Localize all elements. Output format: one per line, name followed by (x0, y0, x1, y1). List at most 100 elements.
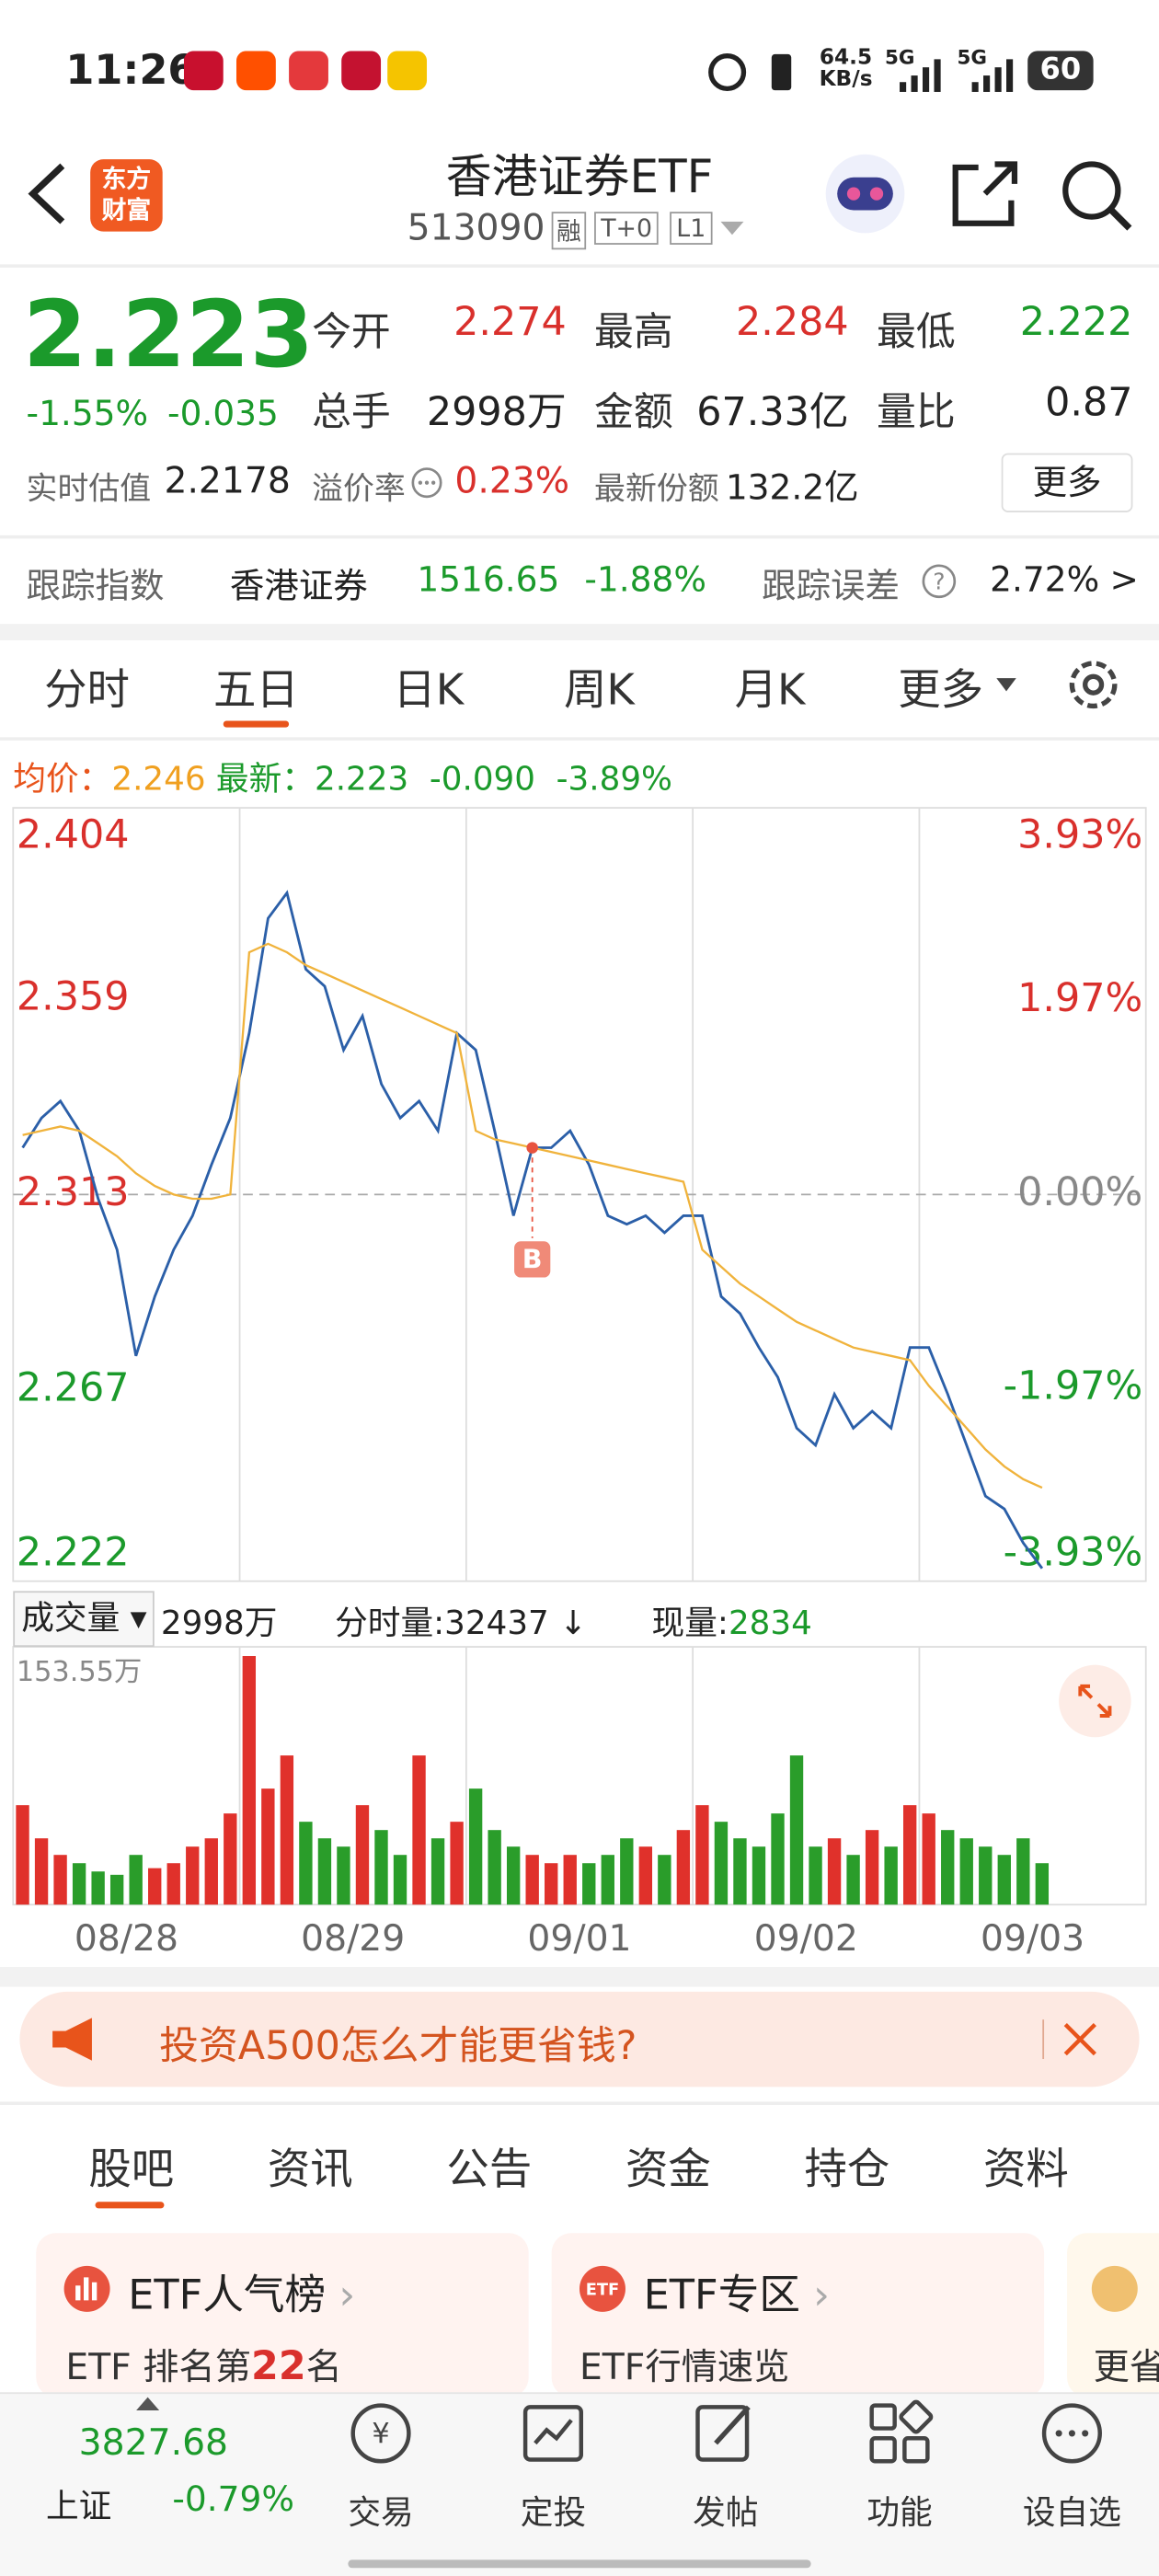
card-title-text: ETF专区 (643, 2271, 800, 2318)
net: 5G (957, 45, 987, 69)
info-icon[interactable] (410, 466, 446, 502)
settings[interactable] (1062, 653, 1125, 716)
code: 513090 (407, 208, 545, 250)
home-indicator (348, 2559, 811, 2569)
volume-bar (789, 1755, 804, 1905)
assistant[interactable] (820, 151, 912, 236)
index-name[interactable]: 上证 (45, 2486, 112, 2525)
index-change[interactable]: -0.79% (172, 2478, 294, 2519)
app-icons (183, 51, 428, 91)
index-value[interactable]: 3827.68 (78, 2423, 229, 2465)
chart-tab[interactable]: 月K (734, 666, 806, 717)
premium-value: 0.23% (454, 461, 570, 503)
field-label: 总手 (312, 388, 391, 435)
date-label: 09/03 (981, 1918, 1084, 1960)
volume-bar (525, 1855, 539, 1905)
banner-text[interactable]: 投资A500怎么才能更省钱? (159, 2022, 637, 2069)
rank: 22 (251, 2342, 306, 2389)
tracking-value: 1516.65 (417, 559, 560, 600)
nav-item[interactable]: 交易 (348, 2492, 414, 2533)
volume-bar (752, 1846, 766, 1905)
shares-label: 最新份额 (594, 471, 719, 508)
nav-item[interactable]: 定投 (520, 2492, 587, 2533)
volume-bar (582, 1863, 596, 1905)
volume-bar (638, 1846, 653, 1905)
card[interactable] (1067, 2233, 1159, 2398)
shares-value: 132.2亿 (725, 467, 859, 508)
chart-tab-active[interactable]: 五日 (212, 666, 299, 717)
more-button[interactable]: 更多 (1001, 453, 1133, 512)
volume-select[interactable]: 成交量 ▾ (13, 1591, 155, 1648)
avg-line (22, 942, 1043, 1489)
content-tab[interactable]: 资金 (625, 2145, 711, 2196)
marker-dot (526, 1142, 538, 1154)
volume-bar (997, 1855, 1011, 1905)
back-button[interactable] (23, 161, 73, 226)
card[interactable] (36, 2233, 529, 2398)
chart: 08/28 08/29 09/01 09/02 09/03 2.404 2.359 2.313… (12, 807, 1147, 1960)
expand[interactable] (1057, 1663, 1132, 1739)
volume-frame (12, 1646, 1147, 1906)
separator (1042, 2019, 1045, 2060)
nav-item[interactable]: 发帖 (693, 2492, 759, 2533)
volume-bar (468, 1788, 483, 1905)
y2-tick-label: -3.93% (1004, 1530, 1143, 1576)
latest-value: 2.223 (314, 758, 409, 799)
change-pct: -1.55% (26, 394, 149, 434)
divider (0, 2101, 1159, 2105)
volume-bar (355, 1805, 370, 1905)
volume-tick: 分时量:32437 ↓ (335, 1596, 587, 1644)
svg-text:¥: ¥ (372, 2418, 389, 2450)
y-tick-label: 2.359 (17, 973, 130, 1019)
help-icon[interactable]: ? (921, 563, 957, 599)
chart-tab[interactable]: 更多 (898, 666, 984, 717)
arrow[interactable]: > (1109, 559, 1139, 600)
dropdown[interactable] (719, 218, 746, 237)
share[interactable] (949, 157, 1022, 230)
chart-tab[interactable]: 日K (393, 666, 465, 717)
nav-item[interactable]: 设自选 (1022, 2492, 1121, 2533)
volume-bar (186, 1846, 200, 1905)
volume-bar (902, 1805, 917, 1905)
card[interactable] (551, 2233, 1045, 2398)
close[interactable] (1061, 2019, 1100, 2059)
signal (971, 59, 1014, 92)
volume-bar (280, 1755, 294, 1905)
content-tab[interactable]: 公告 (446, 2145, 533, 2196)
chart-tab[interactable]: 周K (563, 666, 635, 717)
volume-bar (601, 1855, 614, 1905)
signal (900, 59, 941, 92)
y2-tick-label: -1.97% (1004, 1363, 1143, 1409)
volume-bar (941, 1830, 955, 1905)
card-title: ETF专区 › (643, 2271, 830, 2318)
tag: L1 (670, 212, 713, 245)
error-value: 2.72% (990, 559, 1100, 600)
nav-item[interactable]: 功能 (866, 2492, 933, 2533)
volume-bar (242, 1656, 257, 1905)
field-label: 最低 (877, 308, 956, 355)
megaphone (52, 2018, 92, 2061)
banner[interactable] (19, 1991, 1140, 2087)
y-tick-label: 2.222 (17, 1530, 130, 1576)
latest-pct: -3.89% (556, 758, 672, 799)
marker-label: B (522, 1244, 543, 1275)
content-tab[interactable]: 持仓 (804, 2145, 890, 2196)
y-tick-label: 2.404 (17, 812, 130, 858)
card-icon (1091, 2265, 1138, 2312)
chart-tab[interactable]: 分时 (44, 666, 130, 717)
volume-bar (299, 1822, 313, 1905)
svg-text:?: ? (933, 569, 945, 595)
content-tab[interactable]: 资讯 (267, 2145, 353, 2196)
index-arrow (136, 2397, 160, 2410)
chart-info: 均价：2.246 最新：2.223 -0.090 -3.89% (13, 752, 672, 799)
field-value: 2998万 (426, 388, 567, 435)
date-label: 09/01 (527, 1918, 631, 1960)
y2-tick-label: 0.00% (1017, 1169, 1142, 1215)
content-tab-active[interactable]: 股吧 (88, 2145, 175, 2196)
volume-bar (53, 1855, 67, 1905)
search[interactable] (1059, 157, 1134, 233)
dropdown[interactable] (995, 675, 1018, 695)
volume-bar (922, 1813, 935, 1905)
field-value: 2.284 (736, 298, 849, 345)
content-tab[interactable]: 资料 (983, 2145, 1069, 2196)
